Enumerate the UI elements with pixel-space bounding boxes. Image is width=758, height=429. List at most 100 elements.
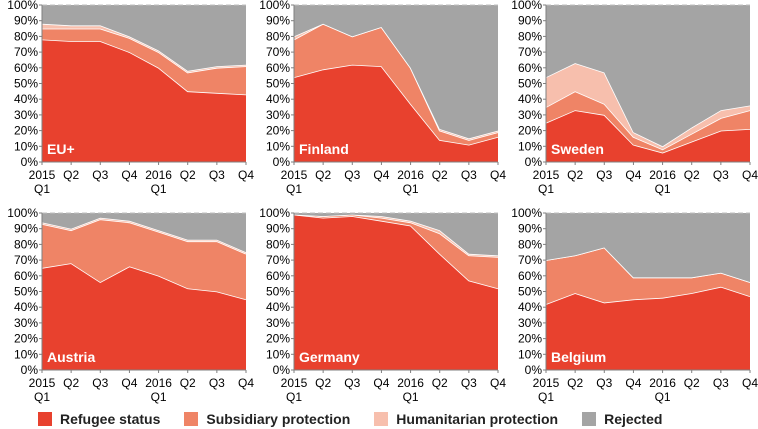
y-tick-label-eu-0: 0% [21,155,39,169]
area-finland-rejected [294,5,498,139]
y-tick-label-sweden-20: 20% [518,124,542,138]
y-tick-label-germany-40: 40% [266,300,290,314]
y-tick-label-sweden-70: 70% [518,45,542,59]
x-tick-label-germany-7: Q4 [490,376,506,390]
x-tick-label-austria-1: Q2 [63,376,79,390]
x-tick-label-eu-6: Q3 [209,168,225,182]
y-tick-label-sweden-100: 100% [511,0,542,12]
y-tick-label-sweden-10: 10% [518,139,542,153]
x-tick-label-germany-0: 2015 Q1 [281,376,308,404]
y-tick-label-finland-90: 90% [266,14,290,28]
area-eu-rejected [42,5,246,71]
x-tick-label-eu-0: 2015 Q1 [29,168,56,196]
x-tick-label-germany-2: Q3 [344,376,360,390]
x-tick-label-belgium-1: Q2 [567,376,583,390]
y-tick-label-belgium-60: 60% [518,269,542,283]
y-tick-label-austria-20: 20% [14,332,38,346]
area-belgium-subsidiary [546,247,750,305]
y-tick-label-sweden-30: 30% [518,108,542,122]
x-tick-label-finland-0: 2015 Q1 [281,168,308,196]
area-eu-subsidiary [42,28,246,95]
y-tick-label-germany-60: 60% [266,269,290,283]
area-austria-rejected [42,213,246,253]
chart-grid: 0%10%20%30%40%50%60%70%80%90%100%2015 Q1Q… [7,0,758,404]
x-tick-label-sweden-4: 2016 Q1 [649,168,676,196]
y-tick-label-belgium-40: 40% [518,300,542,314]
y-tick-label-austria-50: 50% [14,285,38,299]
legend-label-rejected: Rejected [604,411,663,427]
y-tick-label-finland-80: 80% [266,29,290,43]
legend-item-refugee: Refugee status [38,411,160,427]
x-tick-label-sweden-7: Q4 [742,168,758,182]
y-tick-label-germany-80: 80% [266,237,290,251]
y-tick-label-austria-80: 80% [14,237,38,251]
chart-title-eu: EU+ [47,141,75,157]
y-tick-label-austria-90: 90% [14,222,38,236]
y-tick-label-eu-70: 70% [14,45,38,59]
y-tick-label-germany-0: 0% [273,363,291,377]
y-tick-label-eu-50: 50% [14,77,38,91]
legend-item-rejected: Rejected [582,411,662,427]
y-tick-label-sweden-90: 90% [518,14,542,28]
y-tick-label-germany-70: 70% [266,253,290,267]
x-tick-label-austria-4: 2016 Q1 [145,376,172,404]
chart-title-belgium: Belgium [551,349,606,365]
y-tick-label-belgium-90: 90% [518,222,542,236]
y-tick-label-finland-40: 40% [266,92,290,106]
x-tick-label-finland-6: Q3 [461,168,477,182]
x-tick-label-finland-5: Q2 [432,168,448,182]
chart-panel-austria: 0% 10%20% 30% 40%50% 60% 70% 80%90% 100% 2015 Q1 Q… [7,206,254,404]
x-tick-label-sweden-5: Q2 [684,168,700,182]
x-tick-label-finland-4: 2016 Q1 [397,168,424,196]
area-germany-subsidiary [294,214,498,289]
x-tick-label-belgium-6: Q3 [713,376,729,390]
x-tick-label-germany-6: Q3 [461,376,477,390]
y-tick-label-germany-100: 100% [259,206,290,220]
x-tick-label-sweden-6: Q3 [713,168,729,182]
area-eu-refugee [42,39,246,162]
x-tick-label-sweden-0: 2015 Q1 [533,168,560,196]
area-austria-subsidiary [42,219,246,300]
x-tick-label-austria-2: Q3 [92,376,108,390]
legend-label-humanitarian: Humanitarian protection [396,411,559,427]
y-tick-label-sweden-80: 80% [518,29,542,43]
y-tick-label-finland-0: 0% [273,155,291,169]
y-tick-label-finland-100: 100% [259,0,290,12]
y-tick-label-belgium-50: 50% [518,285,542,299]
y-tick-label-finland-50: 50% [266,77,290,91]
x-tick-label-belgium-3: Q4 [625,376,641,390]
y-tick-label-eu-10: 10% [14,139,38,153]
chart-panel-belgium: 0% 10%20% 30% 40%50% 60% 70% 80%90% 100% 2015 Q1 Q… [511,206,758,404]
legend-label-subsidiary: Subsidiary protection [206,411,351,427]
x-tick-label-belgium-2: Q3 [596,376,612,390]
y-tick-label-belgium-20: 20% [518,332,542,346]
y-tick-label-finland-70: 70% [266,45,290,59]
y-tick-label-austria-30: 30% [14,316,38,330]
legend-swatch-refugee [38,412,52,426]
legend-item-subsidiary: Subsidiary protection [184,411,350,427]
x-tick-label-austria-3: Q4 [121,376,137,390]
y-tick-label-belgium-30: 30% [518,316,542,330]
y-tick-label-eu-80: 80% [14,29,38,43]
chart-title-austria: Austria [47,349,95,365]
y-tick-label-finland-60: 60% [266,61,290,75]
x-tick-label-finland-1: Q2 [315,168,331,182]
y-tick-label-austria-10: 10% [14,347,38,361]
x-tick-label-eu-3: Q4 [121,168,137,182]
x-tick-label-belgium-5: Q2 [684,376,700,390]
y-tick-label-finland-10: 10% [266,139,290,153]
y-tick-label-belgium-70: 70% [518,253,542,267]
chart-panel-germany: 0% 10%20% 30% 40%50% 60% 70% 80%90% 100% 2015 Q1 Q… [259,206,506,404]
chart-title-sweden: Sweden [551,141,604,157]
x-tick-label-austria-5: Q2 [180,376,196,390]
x-tick-label-sweden-1: Q2 [567,168,583,182]
y-tick-label-eu-100: 100% [7,0,38,12]
y-tick-label-eu-30: 30% [14,108,38,122]
area-finland-subsidiary [294,23,498,145]
legend-item-humanitarian: Humanitarian protection [374,411,558,427]
y-tick-label-eu-20: 20% [14,124,38,138]
y-tick-label-belgium-10: 10% [518,347,542,361]
x-tick-label-austria-6: Q3 [209,376,225,390]
y-tick-label-germany-90: 90% [266,222,290,236]
area-belgium-refugee [546,286,750,370]
